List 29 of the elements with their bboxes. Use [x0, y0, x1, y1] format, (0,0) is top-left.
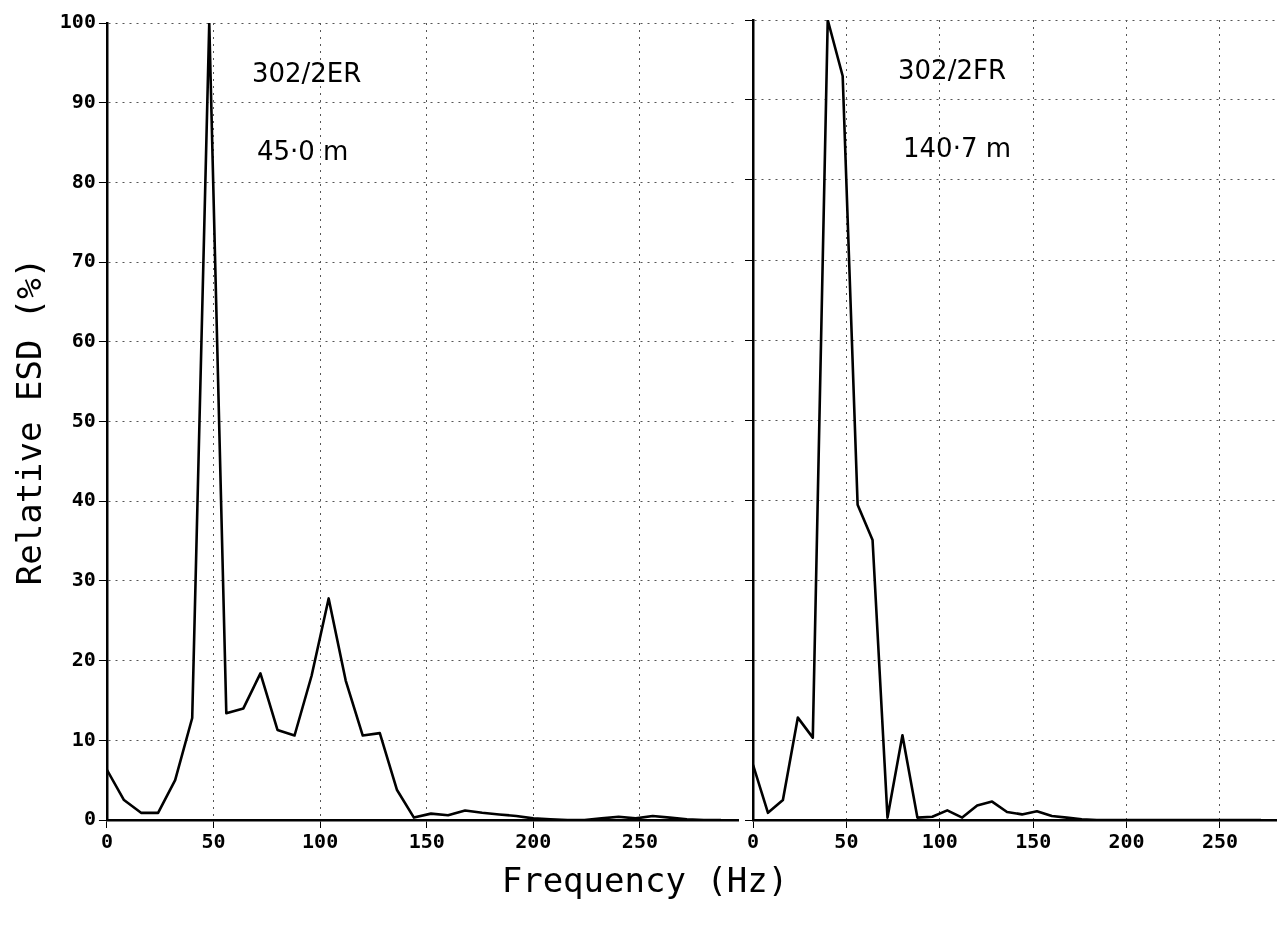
- x-tick-label: 200: [1108, 829, 1145, 854]
- y-tick-label: 90: [71, 88, 96, 113]
- y-tick-label: 50: [71, 407, 96, 432]
- x-tick-label: 100: [302, 829, 339, 854]
- y-tick-label: 0: [83, 806, 96, 831]
- y-tick-label: 60: [71, 328, 96, 352]
- annotation: 45·0 m: [256, 135, 349, 166]
- x-tick-label: 0: [100, 829, 113, 854]
- y-tick-label: 20: [71, 646, 96, 671]
- annotation: 302/2FR: [898, 54, 1006, 85]
- y-tick-label: 10: [71, 726, 96, 751]
- x-axis-title: Frequency (Hz): [500, 860, 790, 900]
- x-tick-label: 200: [515, 829, 552, 854]
- x-tick-label: 150: [1015, 829, 1052, 854]
- y-tick-label: 30: [71, 567, 96, 592]
- x-tick-label: 50: [201, 829, 226, 854]
- annotation: 140·7 m: [903, 132, 1012, 163]
- x-tick-label: 250: [1201, 829, 1239, 854]
- y-tick-label: 80: [71, 168, 96, 193]
- x-tick-label: 150: [408, 829, 445, 854]
- x-tick-label: 100: [921, 829, 958, 854]
- y-axis-title: Relative ESD (%): [9, 257, 50, 586]
- x-tick-label: 50: [834, 829, 859, 854]
- y-tick-label: 70: [71, 248, 96, 273]
- x-tick-label: 250: [621, 829, 658, 854]
- x-tick-label: 0: [747, 829, 760, 854]
- y-tick-label: 40: [71, 487, 96, 512]
- annotation: 302/2ER: [251, 57, 362, 88]
- y-tick-label: 100: [59, 9, 96, 34]
